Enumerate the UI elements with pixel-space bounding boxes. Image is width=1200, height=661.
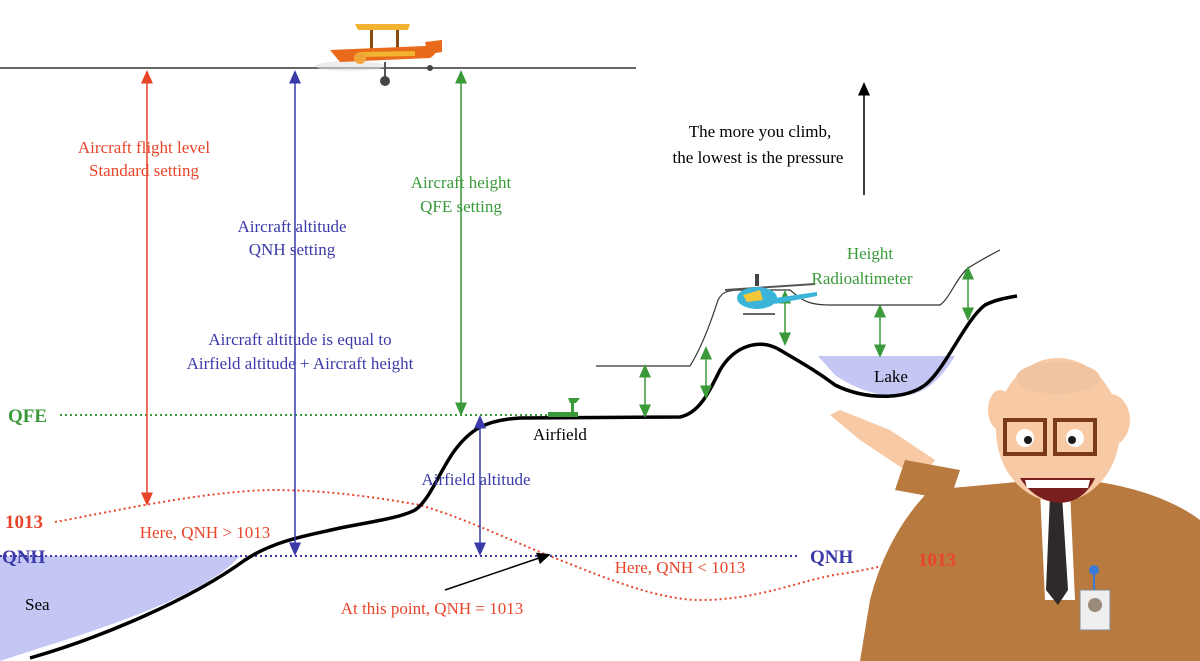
- qnh-label-left: QNH: [2, 547, 46, 568]
- qnh-greater-label: Here, QNH > 1013: [140, 523, 270, 542]
- flight-level-label-2: Standard setting: [89, 161, 200, 180]
- ground-profile: [29, 294, 1018, 660]
- sea-area: [0, 556, 240, 661]
- airfield-label: Airfield: [533, 425, 587, 444]
- radio-label-1: Height: [847, 244, 894, 263]
- qnh-label-right: QNH: [810, 547, 854, 568]
- airfield-altitude-label: Airfield altitude: [421, 470, 530, 489]
- at-point-label: At this point, QNH = 1013: [341, 599, 523, 618]
- climb-label-2: the lowest is the pressure: [673, 148, 844, 167]
- radio-height-line: [596, 249, 1001, 367]
- height-label-1: Aircraft height: [411, 173, 512, 192]
- point-arrow: [444, 552, 551, 591]
- pressure-1013-right: 1013: [918, 550, 956, 571]
- equal-label-1: Aircraft altitude is equal to: [208, 330, 391, 349]
- presenter-cartoon: [830, 358, 1200, 661]
- sea-label: Sea: [25, 595, 50, 614]
- biplane-icon: [315, 24, 442, 86]
- equal-label-2: Airfield altitude + Aircraft height: [187, 354, 414, 373]
- lake-label: Lake: [874, 367, 908, 386]
- radio-label-2: Radioaltimeter: [811, 269, 912, 288]
- windsock-icon: [548, 398, 580, 417]
- altitude-label-1: Aircraft altitude: [237, 217, 346, 236]
- qfe-label: QFE: [8, 406, 47, 427]
- flight-level-label-1: Aircraft flight level: [78, 138, 210, 157]
- qnh-less-label: Here, QNH < 1013: [615, 558, 745, 577]
- altitude-label-2: QNH setting: [249, 240, 336, 259]
- height-label-2: QFE setting: [420, 197, 502, 216]
- pressure-1013-left: 1013: [5, 512, 43, 533]
- helicopter-icon: [724, 274, 817, 315]
- climb-label-1: The more you climb,: [689, 122, 832, 141]
